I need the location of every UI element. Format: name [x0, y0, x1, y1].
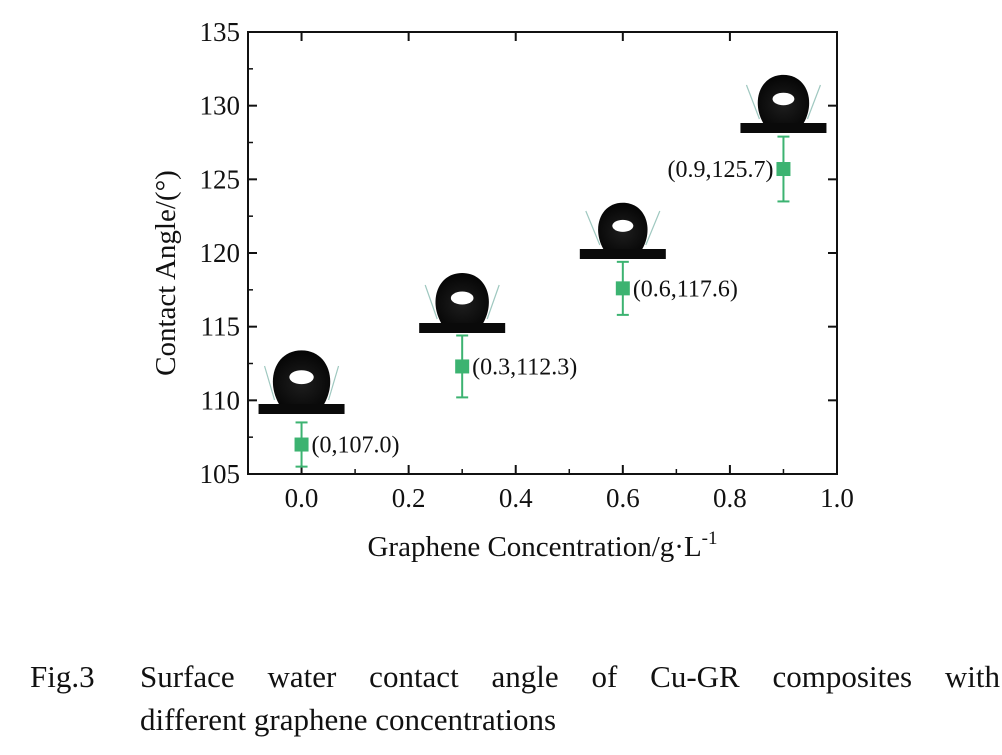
caption-line-1: Surface water contact angle of Cu-GR com… [140, 659, 1000, 694]
droplet-image [740, 74, 827, 133]
x-axis-title: Graphene Concentration/g·L-1 [367, 528, 717, 563]
contact-angle-chart: 105 110 115 120 125 130 135 0.0 0.2 0.4 0.6 0.8 1.0… [150, 17, 854, 563]
data-point-label: (0.6,117.6) [633, 276, 738, 302]
droplet-highlight [772, 92, 795, 106]
droplet-substrate [740, 123, 827, 133]
x-tick-label: 0.2 [392, 483, 426, 513]
y-tick-label: 130 [200, 91, 241, 121]
x-axis-ticks: 0.0 0.2 0.4 0.6 0.8 1.0 [285, 32, 854, 513]
droplet-substrate [258, 404, 345, 414]
data-point-label: (0.3,112.3) [472, 354, 577, 380]
droplet-highlight [450, 291, 474, 305]
droplet-image [419, 273, 506, 333]
data-point-label: (0.9,125.7) [667, 157, 773, 183]
droplet-tangent-line [424, 284, 438, 320]
droplet-tangent-line [806, 84, 822, 120]
droplet-tangent-line [327, 365, 340, 401]
y-axis-ticks: 105 110 115 120 125 130 135 [200, 17, 837, 489]
droplet-tangent-line [745, 84, 761, 120]
point-labels: (0,107.0) (0.3,112.3) (0.6,117.6) (0.9,125.… [312, 157, 774, 459]
data-point-label: (0,107.0) [312, 433, 400, 459]
y-tick-label: 135 [200, 17, 241, 47]
droplet-tangent-line [263, 365, 276, 401]
data-point [776, 162, 791, 177]
y-tick-label: 115 [201, 312, 241, 342]
droplet-image [258, 350, 345, 414]
droplet-image [579, 202, 666, 259]
data-markers [294, 162, 791, 452]
caption-line-2: different graphene concentrations [140, 702, 557, 737]
x-tick-label: 0.4 [499, 483, 533, 513]
x-tick-label: 0.0 [285, 483, 319, 513]
data-point [294, 437, 309, 452]
x-tick-label: 0.6 [606, 483, 640, 513]
droplet-tangent-line [645, 210, 661, 246]
y-axis-title: Contact Angle/(°) [150, 170, 182, 376]
x-tick-label: 1.0 [820, 483, 854, 513]
data-point [615, 281, 630, 296]
y-tick-label: 120 [200, 238, 241, 268]
droplet-substrate [579, 249, 666, 259]
droplet-substrate [419, 323, 506, 333]
x-tick-label: 0.8 [713, 483, 747, 513]
x-axis-title-superscript: -1 [702, 528, 718, 549]
figure-number: Fig.3 [30, 659, 95, 694]
droplet-tangent-line [585, 210, 601, 246]
y-tick-label: 125 [200, 164, 241, 194]
droplet-images [258, 74, 827, 414]
x-axis-title-text: Graphene Concentration/g·L [367, 531, 701, 563]
droplet-tangent-line [486, 284, 500, 320]
figure-caption: Fig.3 Surface water contact angle of Cu-… [30, 655, 1000, 741]
plot-frame [247, 31, 838, 475]
data-point [455, 359, 470, 374]
y-tick-label: 105 [200, 459, 241, 489]
y-tick-label: 110 [201, 385, 241, 415]
droplet-highlight [289, 370, 314, 385]
droplet-highlight [612, 219, 634, 232]
